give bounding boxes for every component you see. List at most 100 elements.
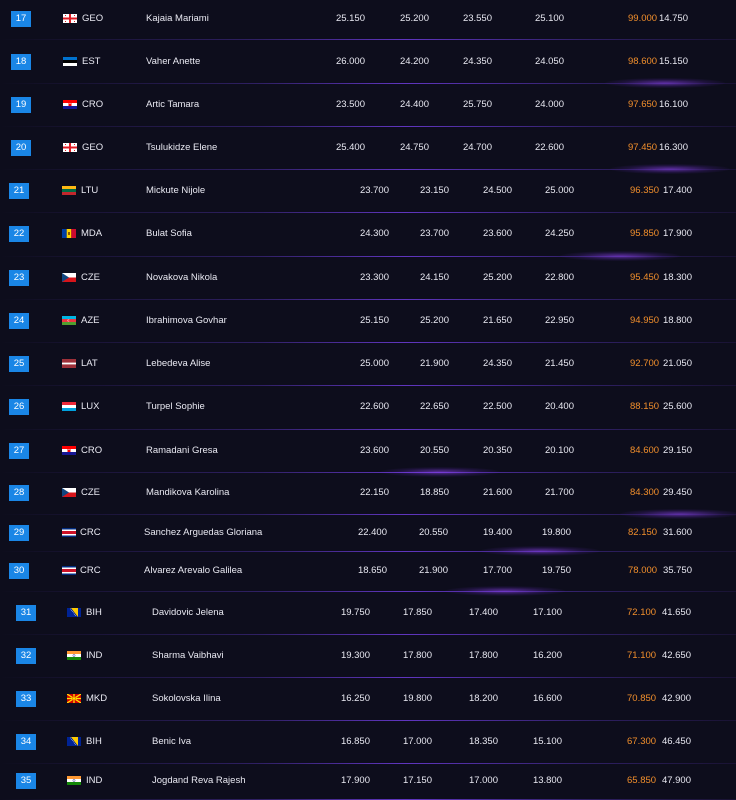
gap-to-leader: 29.450 [662,487,692,498]
row-divider [0,39,736,40]
apparatus-score: 25.750 [462,99,492,110]
athlete-name[interactable]: Novakova Nikola [146,272,218,283]
athlete-name[interactable]: Ibrahimova Govhar [146,315,227,326]
apparatus-score: 21.900 [419,358,449,369]
table-row[interactable]: 30 CRC Alvarez Arevalo Galilea 18.650 21.900… [0,552,736,596]
apparatus-score: 24.400 [399,99,429,110]
athlete-name[interactable]: Sokolovska Ilina [152,693,221,704]
crc-flag-icon [62,566,76,575]
apparatus-score: 17.000 [402,736,432,747]
athlete-name[interactable]: Artic Tamara [146,99,200,110]
table-row[interactable]: 33 MKD Sokolovska Ilina 16.250 19.800 18.200 1… [0,678,736,721]
total-score: 92.700 [630,358,660,369]
row-divider [0,256,736,257]
athlete-name[interactable]: Alvarez Arevalo Galilea [144,565,243,576]
apparatus-score: 24.700 [462,142,492,153]
table-row[interactable]: 17 GEO Kajaia Mariami 25.150 25.200 23.550 25.… [0,0,736,40]
gap-to-leader: 17.400 [662,185,692,196]
table-row[interactable]: 35 IND Jogdand Reva Rajesh 17.900 17.150 17.0… [0,764,736,800]
country-code: CZE [81,272,100,283]
apparatus-score: 26.000 [335,56,365,67]
table-row[interactable]: 25 LAT Lebedeva Alise 25.000 21.900 24.350 21.… [0,343,736,386]
apparatus-score: 18.650 [357,565,387,576]
country-code: MDA [81,228,103,239]
apparatus-score: 18.200 [468,693,498,704]
rank-badge: 26 [9,399,29,415]
table-row[interactable]: 22 MDA Bulat Sofia 24.300 23.700 23.600 24.250… [0,213,736,261]
apparatus-score: 21.600 [482,487,512,498]
gap-to-leader: 35.750 [662,565,692,576]
apparatus-score: 22.600 [534,142,564,153]
athlete-name[interactable]: Tsulukidze Elene [146,142,218,153]
table-row[interactable]: 28 CZE Mandikova Karolina 22.150 18.850 21.60… [0,473,736,519]
mda-flag-icon [62,229,76,238]
athlete-name[interactable]: Sharma Vaibhavi [152,650,224,661]
athlete-name[interactable]: Benic Iva [152,736,192,747]
gap-to-leader: 14.750 [658,13,688,24]
total-score: 65.850 [627,775,657,786]
rank-badge: 25 [9,356,29,372]
gap-to-leader: 47.900 [661,775,691,786]
table-row[interactable]: 20 GEO Tsulukidze Elene 25.400 24.750 24.700 2… [0,127,736,174]
row-divider [0,591,736,592]
table-row[interactable]: 27 CRO Ramadani Gresa 23.600 20.550 20.350 20.… [0,430,736,477]
table-row[interactable]: 21 LTU Mickute Nijole 23.700 23.150 24.500 25.… [0,170,736,213]
athlete-name[interactable]: Ramadani Gresa [146,445,218,456]
row-divider [0,677,736,678]
athlete-name[interactable]: Davidovic Jelena [152,607,224,618]
rank-badge: 30 [9,563,29,579]
apparatus-score: 19.750 [541,565,571,576]
athlete-name[interactable]: Lebedeva Alise [146,358,211,369]
table-row[interactable]: 18 EST Vaher Anette 26.000 24.200 24.350 24.05… [0,41,736,88]
apparatus-score: 24.750 [399,142,429,153]
athlete-name[interactable]: Turpel Sophie [146,401,205,412]
table-row[interactable]: 19 CRO Artic Tamara 23.500 24.400 25.750 24.00… [0,84,736,127]
table-row[interactable]: 23 CZE Novakova Nikola 23.300 24.150 25.200 22… [0,257,736,300]
apparatus-score: 16.250 [340,693,370,704]
country-code: IND [86,650,103,661]
athlete-name[interactable]: Vaher Anette [146,56,201,67]
apparatus-score: 22.950 [544,315,574,326]
apparatus-score: 24.000 [534,99,564,110]
table-row[interactable]: 24 AZE Ibrahimova Govhar 25.150 25.200 21.650… [0,300,736,343]
row-divider [0,429,736,430]
athlete-name[interactable]: Mandikova Karolina [146,487,230,498]
country-code: GEO [82,13,104,24]
apparatus-score: 23.600 [482,228,512,239]
mkd-flag-icon [67,694,81,703]
athlete-name[interactable]: Sanchez Arguedas Gloriana [144,527,263,538]
athlete-name[interactable]: Jogdand Reva Rajesh [152,775,246,786]
table-row[interactable]: 26 LUX Turpel Sophie 22.600 22.650 22.500 20.4… [0,386,736,430]
row-glow [380,467,500,477]
row-divider [0,83,736,84]
bih-flag-icon [67,608,81,617]
athlete-name[interactable]: Mickute Nijole [146,185,206,196]
apparatus-score: 25.000 [359,358,389,369]
table-row[interactable]: 29 CRC Sanchez Arguedas Gloriana 22.400 20.5… [0,515,736,556]
ind-flag-icon [67,651,81,660]
gap-to-leader: 18.800 [662,315,692,326]
apparatus-score: 24.050 [534,56,564,67]
row-glow [445,586,565,596]
apparatus-score: 20.400 [544,401,574,412]
apparatus-score: 20.550 [418,527,448,538]
gap-to-leader: 31.600 [662,527,692,538]
apparatus-score: 21.900 [418,565,448,576]
table-row[interactable]: 31 BIH Davidovic Jelena 19.750 17.850 17.400 1… [0,592,736,635]
apparatus-score: 22.500 [482,401,512,412]
apparatus-score: 19.800 [402,693,432,704]
row-divider [0,385,736,386]
table-row[interactable]: 32 IND Sharma Vaibhavi 19.300 17.800 17.800 16… [0,635,736,678]
rank-badge: 29 [9,525,29,541]
athlete-name[interactable]: Bulat Sofia [146,228,192,239]
apparatus-score: 17.150 [402,775,432,786]
ind-flag-icon [67,776,81,785]
table-row[interactable]: 34 BIH Benic Iva 16.850 17.000 18.350 15.100 67… [0,721,736,764]
rank-badge: 18 [11,54,31,70]
gap-to-leader: 21.050 [662,358,692,369]
apparatus-score: 22.650 [419,401,449,412]
rank-badge: 21 [9,183,29,199]
athlete-name[interactable]: Kajaia Mariami [146,13,209,24]
apparatus-score: 17.400 [468,607,498,618]
